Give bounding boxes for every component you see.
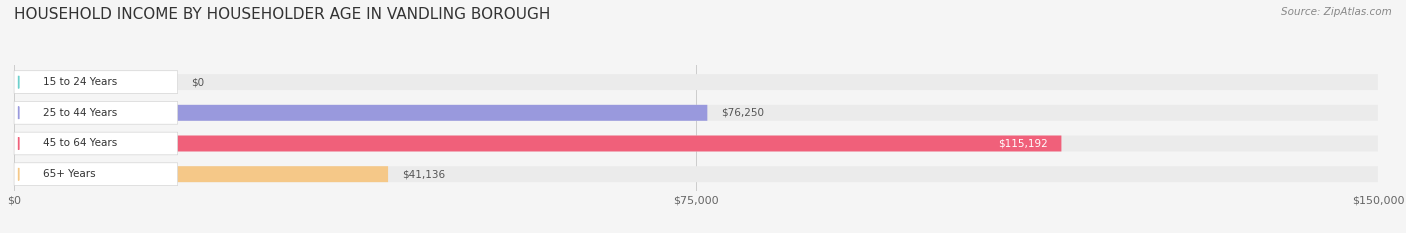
Text: 45 to 64 Years: 45 to 64 Years xyxy=(44,138,118,148)
FancyBboxPatch shape xyxy=(14,136,1062,151)
Text: Source: ZipAtlas.com: Source: ZipAtlas.com xyxy=(1281,7,1392,17)
FancyBboxPatch shape xyxy=(14,163,177,185)
FancyBboxPatch shape xyxy=(14,105,1378,121)
FancyBboxPatch shape xyxy=(14,166,1378,182)
Text: $41,136: $41,136 xyxy=(402,169,444,179)
FancyBboxPatch shape xyxy=(14,136,1378,151)
FancyBboxPatch shape xyxy=(14,74,1378,90)
Text: 65+ Years: 65+ Years xyxy=(44,169,96,179)
FancyBboxPatch shape xyxy=(14,166,388,182)
FancyBboxPatch shape xyxy=(14,71,177,93)
FancyBboxPatch shape xyxy=(14,132,177,155)
Text: $76,250: $76,250 xyxy=(721,108,763,118)
Text: 15 to 24 Years: 15 to 24 Years xyxy=(44,77,118,87)
Text: $115,192: $115,192 xyxy=(998,138,1047,148)
FancyBboxPatch shape xyxy=(14,101,177,124)
Text: $0: $0 xyxy=(191,77,204,87)
FancyBboxPatch shape xyxy=(14,105,707,121)
Text: 25 to 44 Years: 25 to 44 Years xyxy=(44,108,118,118)
Text: HOUSEHOLD INCOME BY HOUSEHOLDER AGE IN VANDLING BOROUGH: HOUSEHOLD INCOME BY HOUSEHOLDER AGE IN V… xyxy=(14,7,550,22)
